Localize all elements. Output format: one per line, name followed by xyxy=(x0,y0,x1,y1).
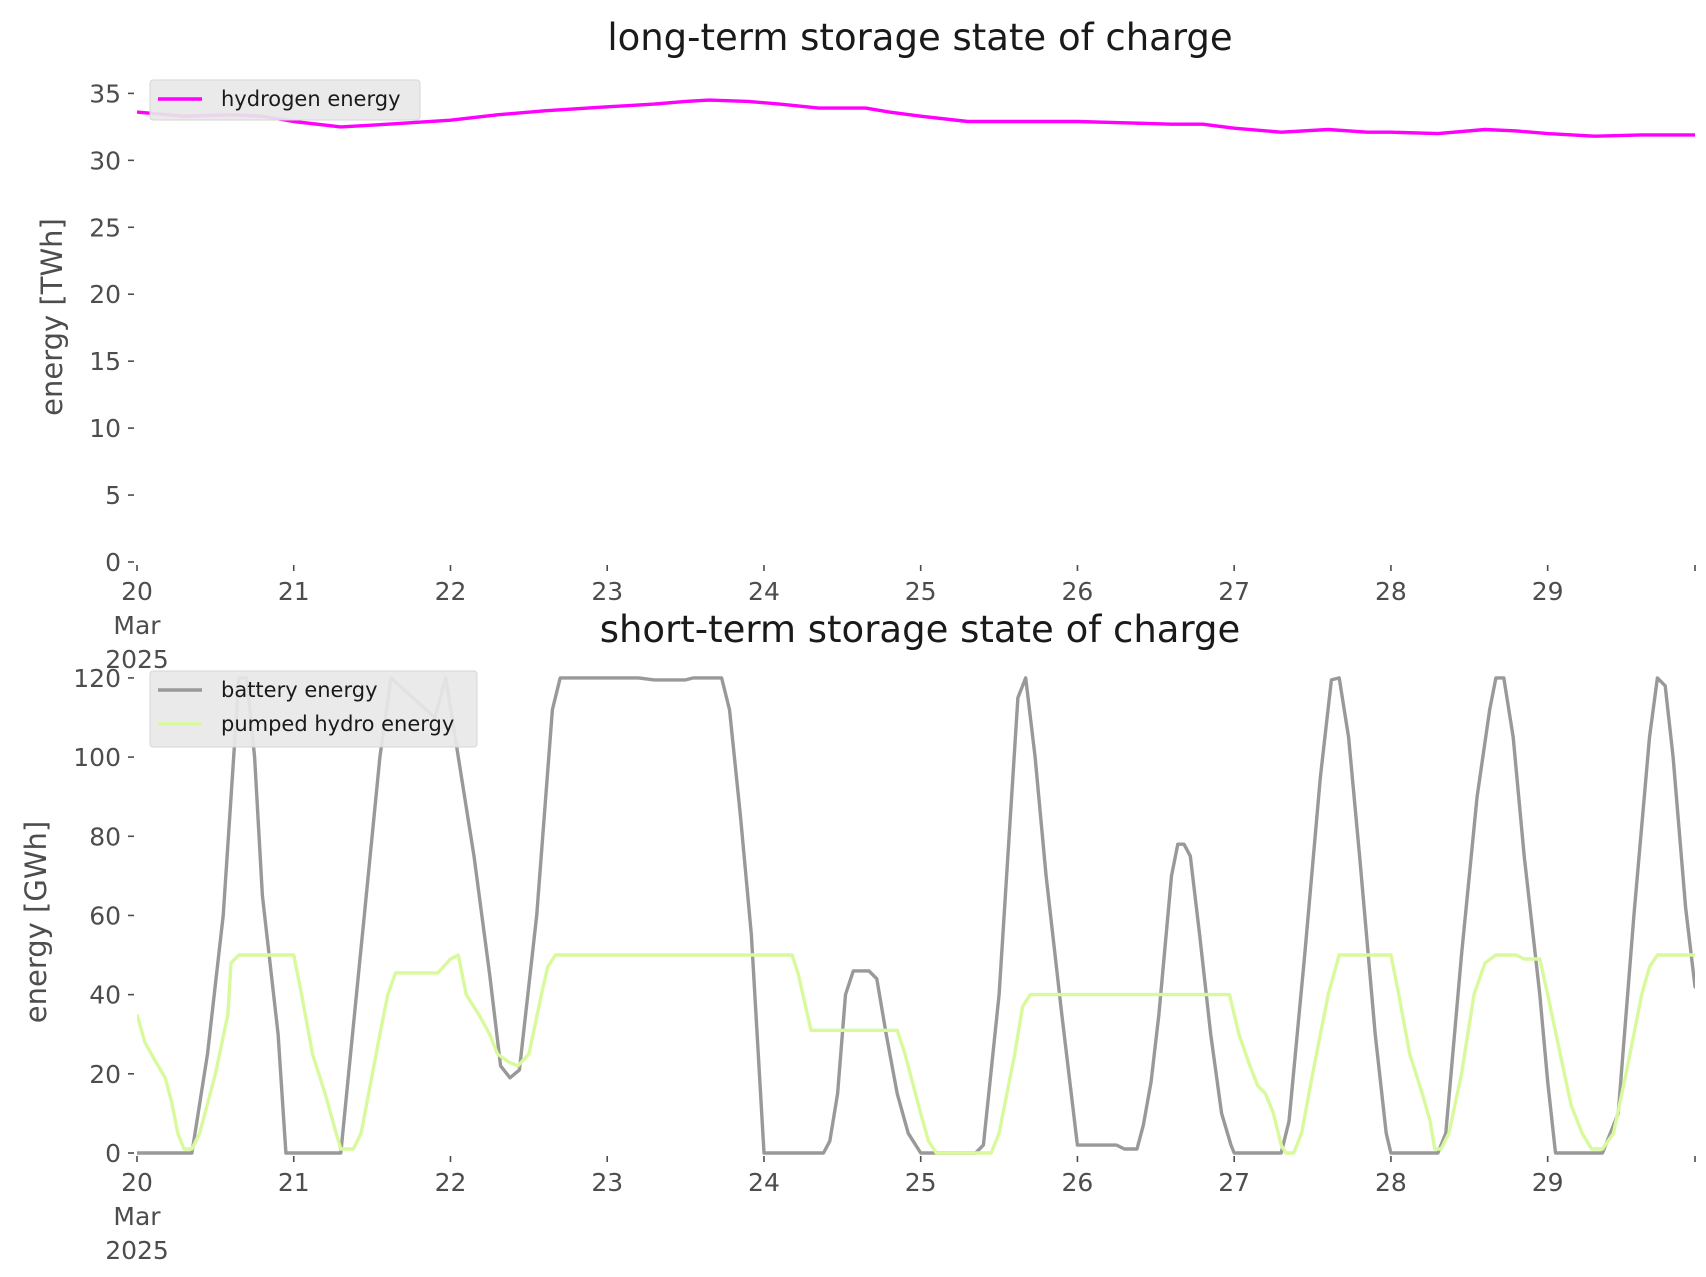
y-tick-label: 0 xyxy=(105,548,121,577)
x-tick-label: 27 xyxy=(1218,1168,1250,1197)
x-tick-label-line: 2025 xyxy=(105,645,169,674)
legend-box xyxy=(149,670,478,748)
x-tick-label-line: 24 xyxy=(748,577,780,606)
x-tick-label-line: 29 xyxy=(1532,577,1564,606)
y-tick-label: 40 xyxy=(89,981,121,1010)
y-axis-label: energy [TWh] xyxy=(35,218,69,416)
y-tick-label: 60 xyxy=(89,901,121,930)
chart-title: long-term storage state of charge xyxy=(607,16,1232,59)
x-tick-label-line: 25 xyxy=(905,1168,937,1197)
x-tick-label-line: Mar xyxy=(113,611,161,640)
x-tick-label-line: 22 xyxy=(435,1168,467,1197)
legend-label: pumped hydro energy xyxy=(221,712,454,736)
x-tick-label: 23 xyxy=(591,577,623,606)
legend-box xyxy=(149,79,421,121)
x-tick-label: 27 xyxy=(1218,577,1250,606)
x-tick-label: 26 xyxy=(1062,1168,1094,1197)
x-tick-label-line: 21 xyxy=(278,577,310,606)
x-tick-label: 22 xyxy=(435,577,467,606)
x-tick-label: 29 xyxy=(1532,1168,1564,1197)
legend-label: battery energy xyxy=(221,678,378,702)
x-tick-label: 24 xyxy=(748,1168,780,1197)
y-tick-label: 15 xyxy=(89,347,121,376)
x-tick-label-line: 23 xyxy=(591,1168,623,1197)
panel-long-term: long-term storage state of charge energy… xyxy=(35,16,1696,674)
plot-lines xyxy=(137,676,1695,1155)
y-tick-label: 35 xyxy=(89,79,121,108)
x-tick-label-line: 2025 xyxy=(105,1236,169,1265)
x-tick-label: 23 xyxy=(591,1168,623,1197)
x-tick-label-line: 29 xyxy=(1532,1168,1564,1197)
y-tick-label: 20 xyxy=(89,1060,121,1089)
y-tick-label: 80 xyxy=(89,822,121,851)
x-tick-label: 20 Mar 2025 xyxy=(105,577,169,674)
x-tick-label-line: 24 xyxy=(748,1168,780,1197)
x-tick-label-line: 22 xyxy=(435,577,467,606)
x-tick-label: 20 Mar 2025 xyxy=(105,1168,169,1265)
x-tick-label-line: Mar xyxy=(113,1202,161,1231)
y-ticks: 0 5 10 15 20 25 30 35 xyxy=(89,79,134,577)
y-tick-label: 30 xyxy=(89,146,121,175)
x-tick-label-line: 26 xyxy=(1062,1168,1094,1197)
y-ticks: 0 20 40 60 80 100 120 xyxy=(73,664,134,1168)
legend-label: hydrogen energy xyxy=(221,87,401,111)
x-ticks: 20 Mar 2025 21 22 23 24 25 26 27 28 29 xyxy=(105,565,1696,674)
y-tick-label: 0 xyxy=(105,1139,121,1168)
x-tick-label: 28 xyxy=(1375,1168,1407,1197)
y-tick-label: 25 xyxy=(89,213,121,242)
x-tick-label: 21 xyxy=(278,1168,310,1197)
y-tick-label: 100 xyxy=(73,743,121,772)
series-line-pumped-hydro-energy xyxy=(137,953,1695,1155)
x-tick-label-line: 23 xyxy=(591,577,623,606)
x-tick-label: 26 xyxy=(1062,577,1094,606)
x-tick-label: 21 xyxy=(278,577,310,606)
series-line-hydrogen-energy xyxy=(137,98,1695,138)
y-tick-label: 120 xyxy=(73,664,121,693)
x-tick-label-line: 26 xyxy=(1062,577,1094,606)
x-tick-label-line: 27 xyxy=(1218,577,1250,606)
y-tick-label: 5 xyxy=(105,481,121,510)
x-tick-label-line: 28 xyxy=(1375,1168,1407,1197)
panel-short-term: short-term storage state of charge energ… xyxy=(19,608,1696,1265)
x-ticks: 20 Mar 2025 21 22 23 24 25 26 27 28 29 xyxy=(105,1156,1696,1265)
y-tick-label: 10 xyxy=(89,414,121,443)
y-axis-label: energy [GWh] xyxy=(19,821,53,1023)
x-tick-label: 25 xyxy=(905,577,937,606)
y-tick-label: 20 xyxy=(89,280,121,309)
x-tick-label: 25 xyxy=(905,1168,937,1197)
x-tick-label: 29 xyxy=(1532,577,1564,606)
x-tick-label: 22 xyxy=(435,1168,467,1197)
x-tick-label-line: 20 xyxy=(121,577,153,606)
legend: battery energy pumped hydro energy xyxy=(149,670,478,748)
x-tick-label-line: 25 xyxy=(905,577,937,606)
x-tick-label-line: 27 xyxy=(1218,1168,1250,1197)
x-tick-label-line: 21 xyxy=(278,1168,310,1197)
x-tick-label-line: 28 xyxy=(1375,577,1407,606)
legend: hydrogen energy xyxy=(149,79,421,121)
x-tick-label-line: 20 xyxy=(121,1168,153,1197)
x-tick-label: 28 xyxy=(1375,577,1407,606)
series-line-battery-energy xyxy=(137,676,1695,1155)
plot-lines xyxy=(137,98,1695,138)
chart-title: short-term storage state of charge xyxy=(600,608,1241,651)
x-tick-label: 24 xyxy=(748,577,780,606)
